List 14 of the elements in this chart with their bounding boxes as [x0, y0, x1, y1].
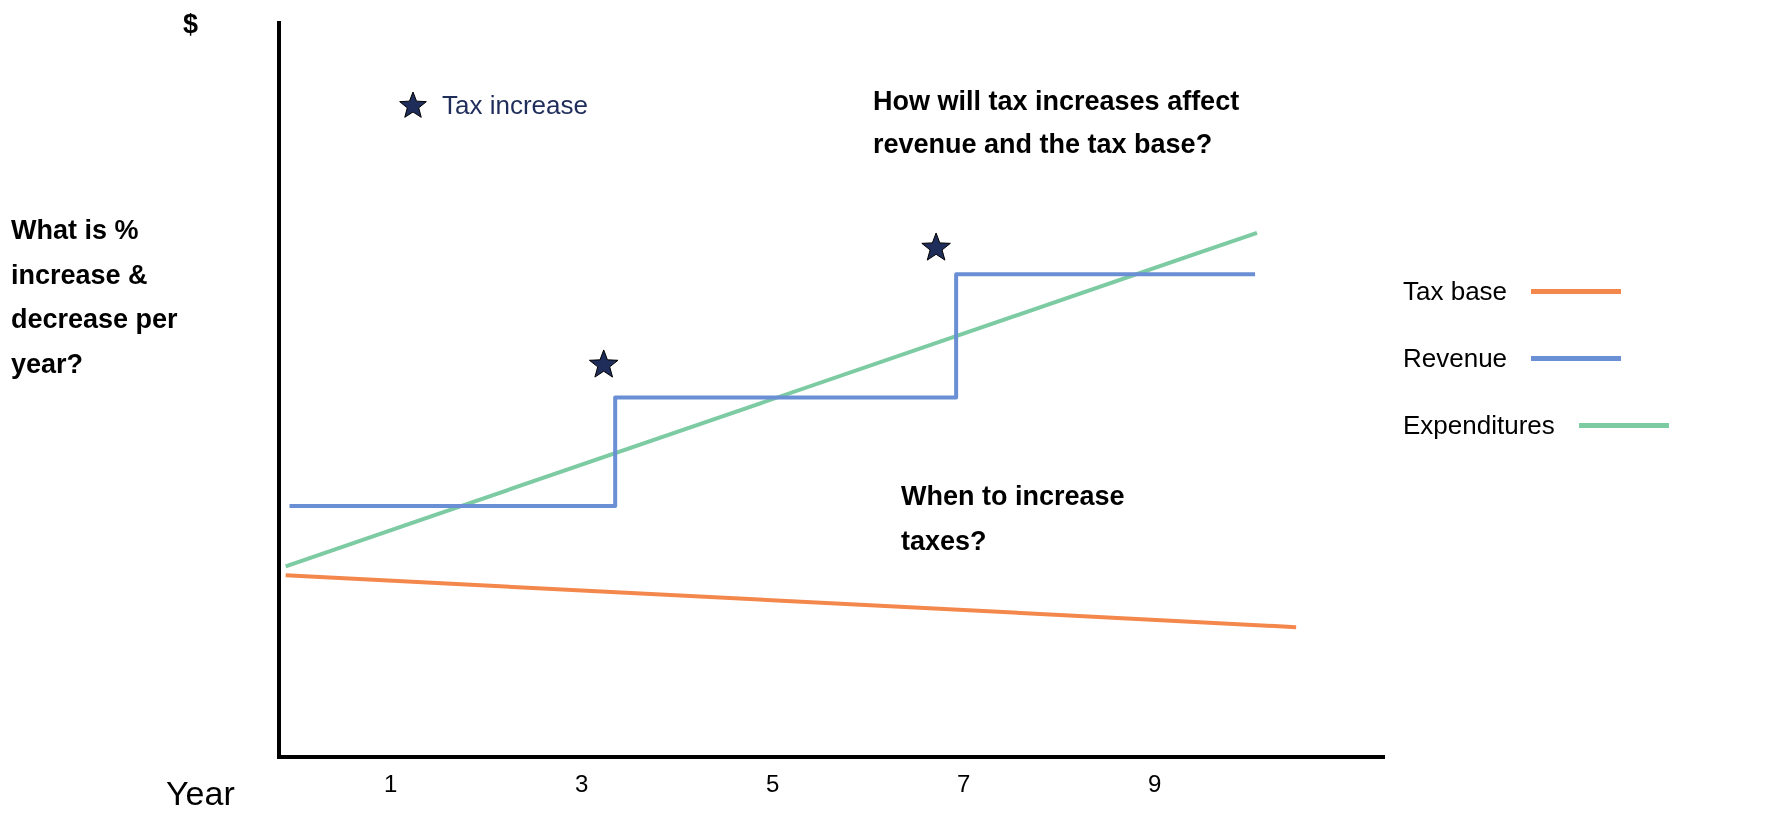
- annotation: When to increase taxes?: [901, 480, 1126, 558]
- text: $: [183, 8, 200, 41]
- x-tick-label: 3: [575, 770, 589, 798]
- legend-label: Expenditures: [1403, 410, 1555, 441]
- text: Tax increase: [442, 90, 588, 121]
- legend-label: Revenue: [1403, 343, 1508, 374]
- x-tick-label: 1: [384, 770, 398, 798]
- x-tick-label: 9: [1148, 770, 1162, 798]
- legend-label: Tax base: [1403, 276, 1508, 307]
- text: How will tax increases affect revenue and the tax base?: [873, 85, 1241, 162]
- x-tick-label: 5: [766, 770, 780, 798]
- text: What is % increase & decrease per year?: [11, 214, 179, 381]
- x-axis-title: Year: [166, 774, 235, 813]
- x-tick-label: 7: [957, 770, 971, 798]
